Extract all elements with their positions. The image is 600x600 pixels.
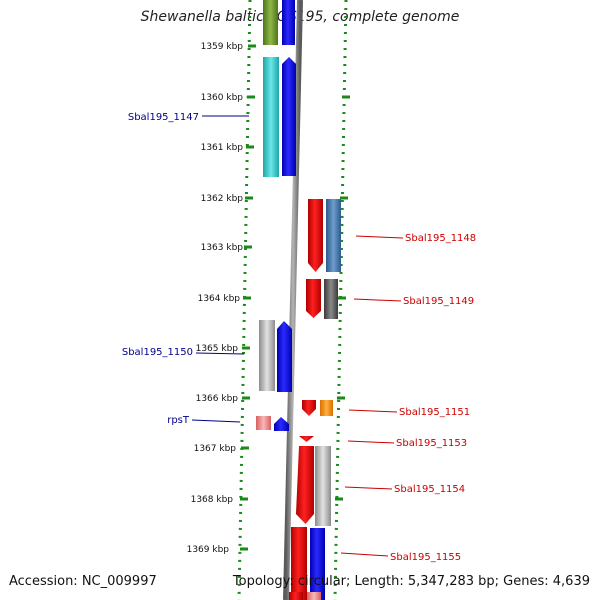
gene-feature-blue [282, 0, 295, 45]
gene-feature-rpst [256, 416, 271, 430]
gene-arrow-blue [282, 57, 296, 176]
leader-line [344, 486, 393, 490]
gene-label-sbal195-1148[interactable]: Sbal195_1148 [405, 233, 476, 244]
gene-feature-olive [263, 0, 278, 45]
gene-feature-lightgray [315, 446, 331, 526]
leader-line [353, 298, 402, 302]
genome-backbone [283, 0, 303, 600]
gene-label-sbal195-1149[interactable]: Sbal195_1149 [403, 296, 474, 307]
gene-arrow-sbal195-1149 [306, 279, 321, 318]
left-leader-lines [191, 115, 249, 423]
leader-line [191, 419, 241, 423]
scale-ticks [240, 44, 350, 551]
gene-feature-red [289, 592, 303, 600]
scale-tick-labels: 1359 kbp 1360 kbp 1361 kbp 1362 kbp 1363… [187, 42, 244, 555]
right-gene-labels: Sbal195_1148 Sbal195_1149 Sbal195_1151 S… [390, 233, 476, 563]
tick-label: 1367 kbp [194, 444, 237, 454]
gene-feature-darkgray [324, 279, 338, 319]
gene-label-sbal195-1154[interactable]: Sbal195_1154 [394, 484, 465, 495]
tick-label: 1366 kbp [196, 394, 239, 404]
gene-feature-sbal195-1150 [259, 320, 275, 391]
left-gene-labels: Sbal195_1147 Sbal195_1150 rpsT [122, 112, 199, 426]
tick-label: 1369 kbp [187, 545, 230, 555]
leader-line [340, 552, 389, 557]
tick-label: 1362 kbp [201, 194, 244, 204]
tick-label: 1359 kbp [201, 42, 244, 52]
gene-feature-orange [320, 400, 333, 416]
gene-label-sbal195-1151[interactable]: Sbal195_1151 [399, 407, 470, 418]
leader-line [355, 235, 404, 239]
gene-arrow-sbal195-1153 [299, 436, 314, 442]
leader-line [195, 352, 245, 355]
gene-feature-blue [310, 528, 325, 600]
left-guide-line [237, 0, 252, 600]
leader-line [347, 440, 395, 444]
gene-arrow-sbal195-1154 [296, 446, 314, 524]
gene-label-sbal195-1153[interactable]: Sbal195_1153 [396, 438, 467, 449]
gene-arrow-sbal195-1148 [308, 199, 323, 272]
tick-label: 1365 kbp [196, 344, 239, 354]
gene-label-sbal195-1155[interactable]: Sbal195_1155 [390, 552, 461, 563]
tick-label: 1360 kbp [201, 93, 244, 103]
tick-label: 1363 kbp [201, 243, 244, 253]
gene-label-rpst[interactable]: rpsT [167, 415, 190, 426]
gene-arrow-blue [274, 417, 289, 431]
tick-label: 1364 kbp [198, 294, 241, 304]
gene-feature-sbal195-1147 [263, 57, 279, 177]
gene-label-sbal195-1150[interactable]: Sbal195_1150 [122, 347, 193, 358]
forward-strand-features [256, 0, 296, 431]
gene-label-sbal195-1147[interactable]: Sbal195_1147 [128, 112, 199, 123]
gene-arrow-sbal195-1151 [302, 400, 316, 416]
tick-label: 1361 kbp [201, 143, 244, 153]
reverse-strand-features [289, 199, 341, 600]
gene-feature-steel [326, 199, 341, 272]
gene-arrow-blue [277, 321, 292, 392]
gene-feature-pink [307, 592, 321, 600]
genome-stats-label: Topology: circular; Length: 5,347,283 bp… [232, 574, 590, 589]
tick-label: 1368 kbp [191, 495, 234, 505]
right-leader-lines [340, 235, 404, 557]
gene-feature-sbal195-1155 [291, 527, 307, 600]
accession-label: Accession: NC_009997 [9, 574, 157, 589]
leader-line [348, 409, 398, 413]
